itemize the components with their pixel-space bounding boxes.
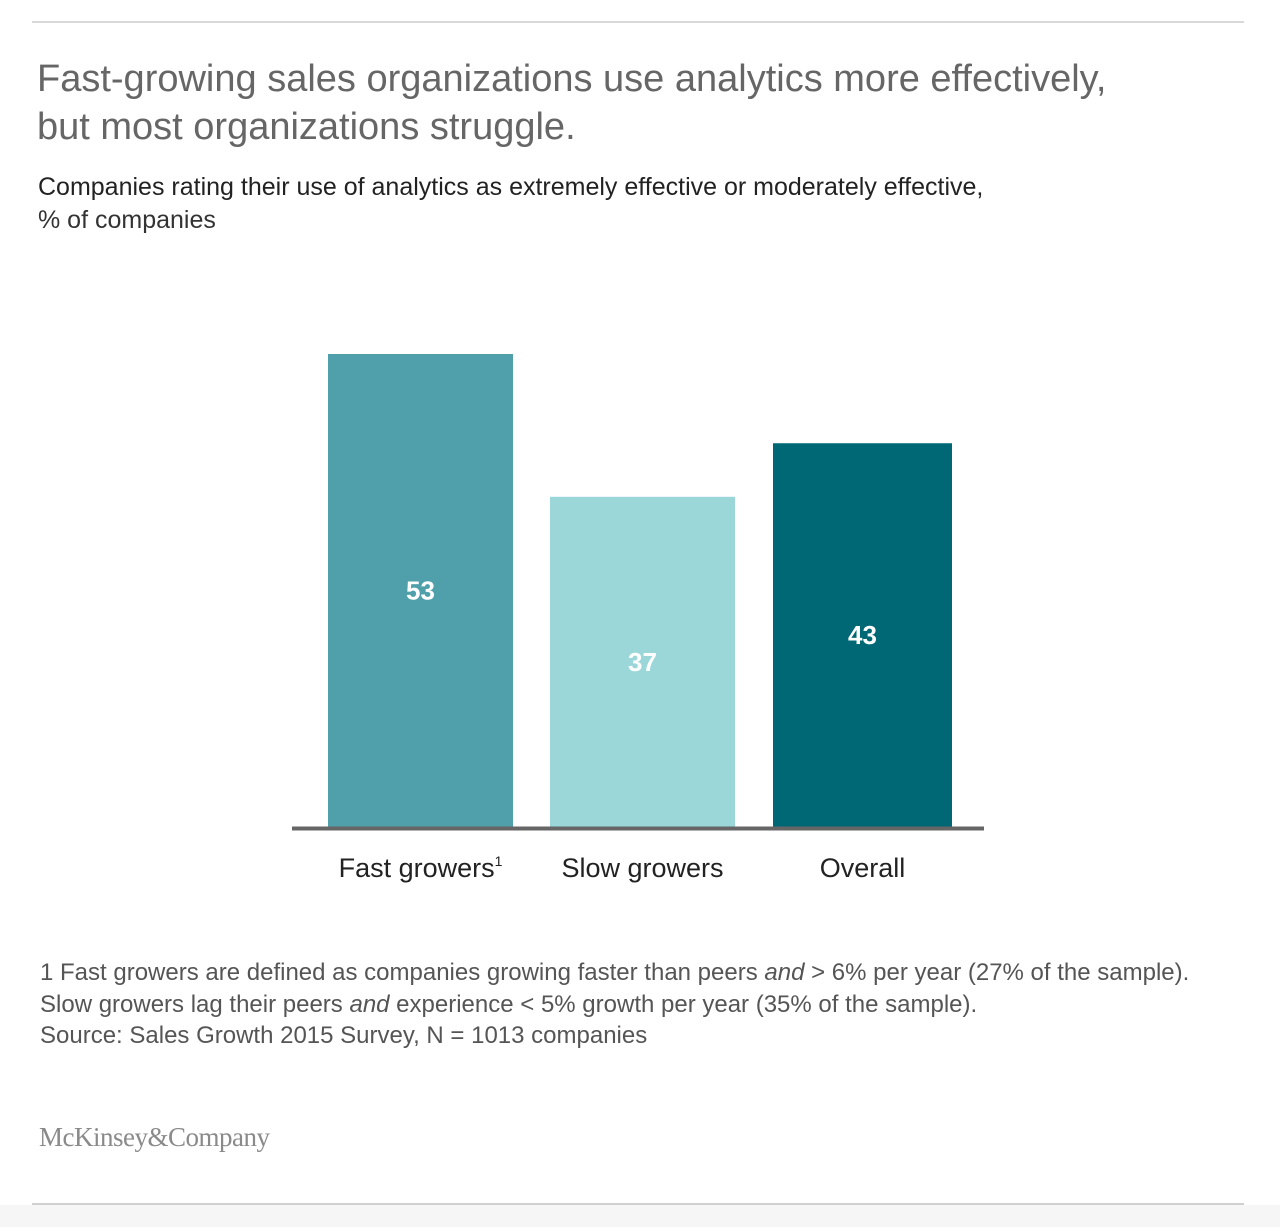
- footnote-1: 1 Fast growers are defined as companies …: [40, 957, 1240, 1020]
- category-label: Fast growers1: [339, 853, 503, 883]
- bar-overall: [773, 443, 952, 827]
- bottom-divider: [32, 1203, 1244, 1205]
- footnotes: 1 Fast growers are defined as companies …: [40, 957, 1240, 1052]
- footnote-emphasis: and: [764, 959, 805, 986]
- data-label: 43: [848, 620, 877, 650]
- top-divider: [32, 21, 1244, 23]
- footnote-text: 1 Fast growers are defined as companies …: [40, 959, 765, 986]
- footnote-text: experience < 5% growth per year (35% of …: [389, 990, 978, 1018]
- category-label: Slow growers: [561, 853, 723, 883]
- footnote-emphasis: and: [349, 990, 390, 1018]
- chart-subtitle: Companies rating their use of analytics …: [38, 171, 1218, 237]
- bar-slow-growers: [550, 496, 735, 827]
- data-label: 53: [406, 576, 435, 606]
- mckinsey-logo: McKinsey&Company: [39, 1122, 270, 1152]
- chart-title: Fast-growing sales organizations use ana…: [37, 58, 1107, 148]
- footnote-text: > 6% per year (27% of the sample). Slow …: [40, 959, 1190, 1018]
- bar-chart: 53 Fast growers1 37 Slow growers 43 Overall: [292, 354, 984, 883]
- data-label: 37: [628, 647, 657, 677]
- footnote-marker: 1: [495, 853, 503, 869]
- bar-fast-growers: [328, 354, 513, 827]
- subtitle-line-1: Companies rating their use of analytics …: [38, 173, 984, 201]
- bottom-band: [0, 1205, 1280, 1227]
- source-note: Source: Sales Growth 2015 Survey, N = 10…: [40, 1022, 648, 1049]
- category-label: Overall: [820, 853, 906, 883]
- subtitle-line-2: % of companies: [38, 206, 216, 234]
